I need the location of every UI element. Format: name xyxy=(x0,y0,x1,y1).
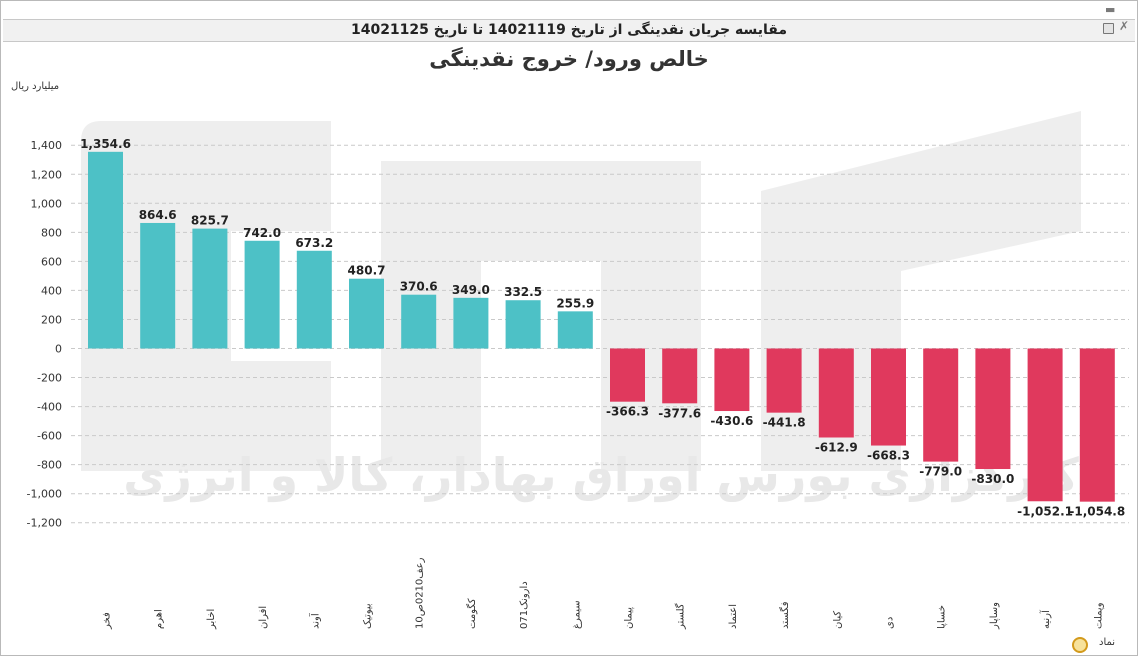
bar xyxy=(296,250,332,349)
minimize-icon[interactable]: ▬ xyxy=(1105,3,1116,16)
y-tick-label: -1,200 xyxy=(27,517,62,530)
data-label: -430.6 xyxy=(710,414,753,428)
y-tick-label: -600 xyxy=(37,430,62,443)
value-labels: 1,354.6 864.6 825.7 742.0 673.2 480.7 370.6 349… xyxy=(80,137,1125,519)
y-tick-label: 1,400 xyxy=(31,139,63,152)
x-tick-label: اهرم xyxy=(154,609,165,629)
data-label: 673.2 xyxy=(295,236,333,250)
y-tick-label: -800 xyxy=(37,459,62,472)
data-label: 370.6 xyxy=(400,280,438,294)
bar xyxy=(192,228,228,349)
x-tick-label: دارونک071 xyxy=(519,581,530,629)
x-tick-label: دی xyxy=(885,617,896,629)
window-title: مقایسه جریان نقدینگی از تاریخ 14021119 ت… xyxy=(350,22,788,38)
bar xyxy=(662,348,698,404)
bar xyxy=(1079,348,1115,502)
x-tick-label: فگستد xyxy=(779,601,791,629)
x-tick-label: فخر xyxy=(102,612,113,630)
y-tick-label: 600 xyxy=(41,255,62,268)
chart-title: خالص ورود/ خروج نقدینگی xyxy=(429,47,709,71)
x-tick-label: کیان xyxy=(832,611,843,629)
y-tick-label: 1,200 xyxy=(31,168,63,181)
bar xyxy=(871,348,906,446)
refresh-icon[interactable] xyxy=(1072,637,1088,653)
x-tick-label: خساپا xyxy=(937,605,948,629)
bar xyxy=(714,348,750,412)
bar xyxy=(140,222,176,349)
data-label: 825.7 xyxy=(191,214,229,228)
close-icon[interactable]: ✗ xyxy=(1119,19,1130,33)
bar xyxy=(349,278,384,349)
bar xyxy=(766,348,802,413)
data-label: 349.0 xyxy=(452,283,490,297)
data-label: -441.8 xyxy=(763,416,806,430)
bar xyxy=(401,294,437,349)
y-tick-label: 200 xyxy=(41,313,62,326)
x-tick-label: سیمرغ xyxy=(571,600,582,629)
x-tick-label: رعف0210ص10 xyxy=(415,557,426,629)
data-label: -612.9 xyxy=(815,440,858,454)
x-axis-title: نماد xyxy=(1099,637,1116,648)
save-icon[interactable] xyxy=(1103,23,1114,34)
data-label: 864.6 xyxy=(139,208,177,222)
data-label: -830.0 xyxy=(971,472,1014,486)
watermark-text: کارگزاری بورس اوراق بهادار، کالا و انرژی xyxy=(123,448,1079,502)
x-tick-label: اعتماد xyxy=(728,604,739,629)
data-label: -366.3 xyxy=(606,405,649,419)
x-axis-labels: فخر اهرم اخابر افران آوند بیوتیک رعف0210ص10 کگو… xyxy=(102,557,1105,630)
x-tick-label: وساپار xyxy=(989,602,1000,630)
y-tick-label: 1,000 xyxy=(31,197,63,210)
bar xyxy=(453,297,489,349)
x-tick-label: بیوتیک xyxy=(363,603,374,629)
y-axis-unit-label: میلیارد ریال xyxy=(11,81,60,92)
x-tick-label: کگومت xyxy=(466,598,478,629)
data-label: -668.3 xyxy=(867,449,910,463)
window-header: مقایسه جریان نقدینگی از تاریخ 14021119 ت… xyxy=(3,19,1135,42)
data-label: 332.5 xyxy=(504,285,542,299)
data-label: 1,354.6 xyxy=(80,137,131,151)
data-label: 742.0 xyxy=(243,226,281,240)
y-tick-label: -1,000 xyxy=(27,488,62,501)
y-axis-ticks: 1,400 1,200 1,000 800 600 400 200 0 -200 -400 -600… xyxy=(27,139,62,530)
bars xyxy=(88,151,1115,502)
y-tick-label: 400 xyxy=(41,284,62,297)
bar xyxy=(1027,348,1063,502)
data-label: -1,054.8 xyxy=(1069,505,1125,519)
x-tick-label: اخابر xyxy=(206,609,217,630)
data-label: -1,052.1 xyxy=(1017,504,1073,518)
x-tick-label: پیمان xyxy=(624,607,635,629)
data-label: -779.0 xyxy=(919,465,962,479)
bar xyxy=(610,348,645,402)
x-tick-label: افران xyxy=(258,606,269,629)
bar xyxy=(818,348,854,438)
data-label: 480.7 xyxy=(348,264,386,278)
x-tick-label: آوند xyxy=(308,612,321,629)
bar xyxy=(975,348,1011,470)
x-tick-label: آرنیه xyxy=(1039,609,1052,629)
bar xyxy=(505,300,541,349)
y-tick-label: -200 xyxy=(37,372,62,385)
bar xyxy=(923,348,959,462)
x-tick-label: وپملت xyxy=(1093,602,1104,629)
y-tick-label: 0 xyxy=(55,343,62,356)
data-label: 255.9 xyxy=(556,296,594,310)
y-tick-label: -400 xyxy=(37,401,62,414)
x-tick-label: گلستر xyxy=(675,603,687,630)
data-label: -377.6 xyxy=(658,406,701,420)
y-tick-label: 800 xyxy=(41,226,62,239)
bar xyxy=(244,240,280,349)
bar xyxy=(557,311,593,349)
bar xyxy=(88,151,123,349)
